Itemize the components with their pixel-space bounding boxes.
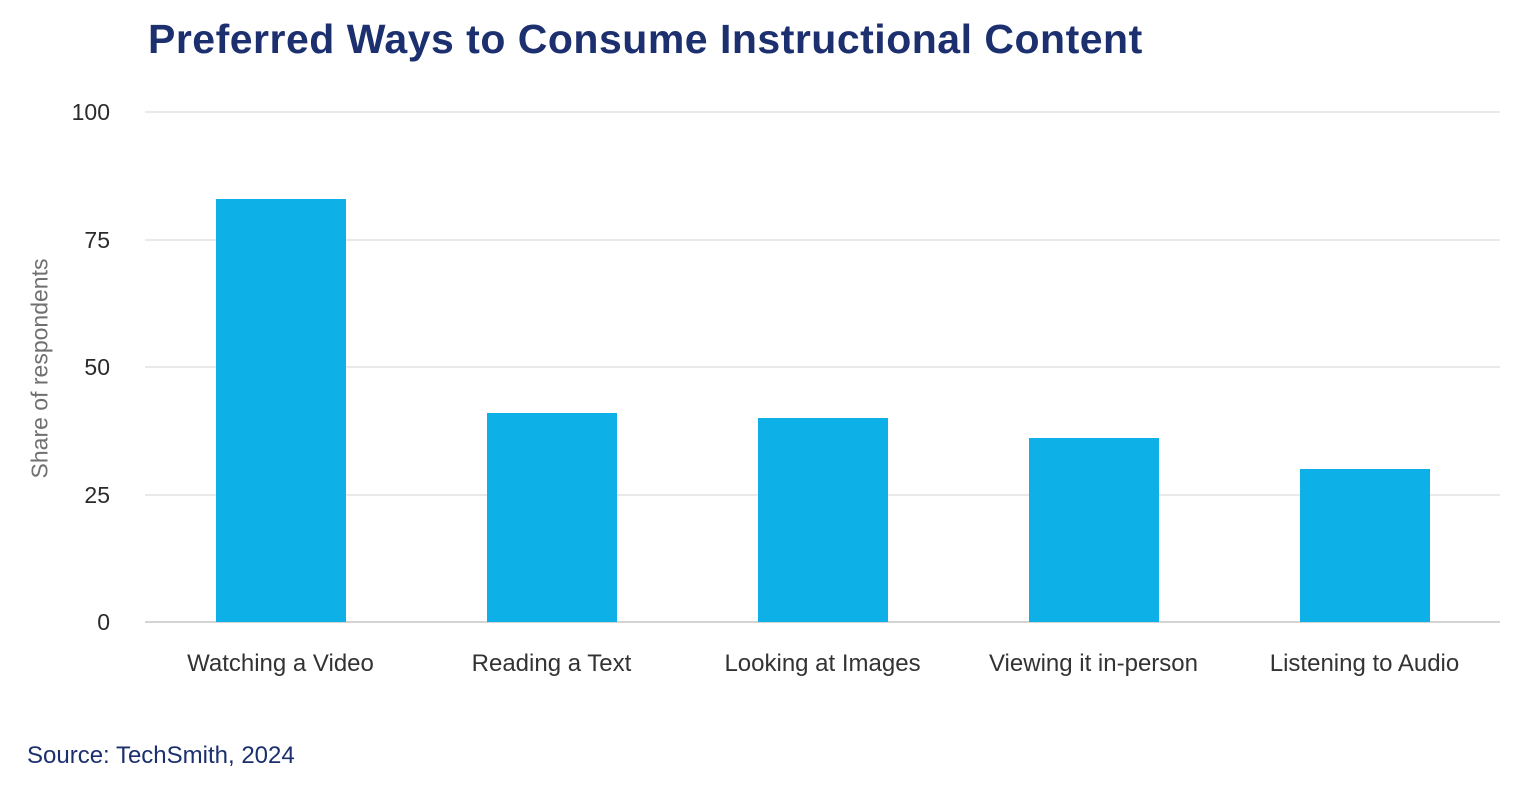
- x-tick-label: Watching a Video: [187, 650, 374, 677]
- bar: [486, 412, 617, 622]
- x-tick-label: Listening to Audio: [1269, 650, 1460, 677]
- bar: [215, 198, 346, 622]
- x-axis-baseline: [145, 621, 1500, 623]
- y-tick-label: 50: [84, 354, 110, 380]
- x-tick-label: Looking at Images: [724, 650, 921, 677]
- plot-area: [145, 111, 1500, 623]
- y-tick-label: 100: [71, 99, 110, 125]
- y-axis-ticks: 0 25 50 75 100: [0, 99, 110, 635]
- y-tick-label: 0: [97, 609, 110, 635]
- chart-title: Preferred Ways to Consume Instructional …: [148, 16, 1143, 62]
- x-tick-label: Viewing it in-person: [988, 650, 1198, 677]
- gridline: [145, 366, 1500, 368]
- y-tick-label: 75: [84, 226, 110, 253]
- bar: [757, 418, 888, 622]
- x-tick-label: Reading a Text: [471, 650, 632, 677]
- gridline: [145, 238, 1500, 241]
- y-tick-label: 25: [84, 481, 110, 508]
- bar: [1299, 469, 1430, 622]
- bar: [1028, 438, 1159, 622]
- gridline: [145, 111, 1500, 113]
- x-axis-labels: Watching a Video Reading a Text Looking at…: [145, 650, 1500, 690]
- source-note: Source: TechSmith, 2024: [27, 742, 295, 769]
